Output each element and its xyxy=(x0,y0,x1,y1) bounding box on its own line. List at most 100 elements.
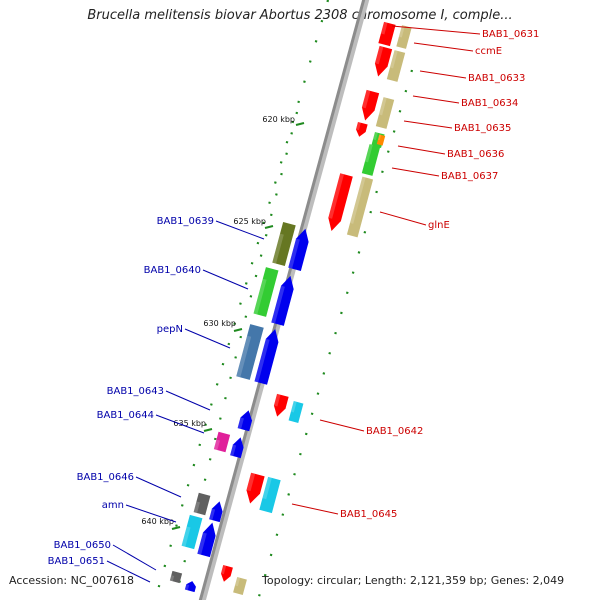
forward-gene-label-7: BAB1_0637 xyxy=(441,171,498,182)
reverse-leader-7 xyxy=(125,504,177,523)
forward-gene-13-body xyxy=(273,393,289,417)
reverse-gene-3 xyxy=(253,267,279,317)
forward-gene-10-highlight xyxy=(364,144,373,163)
forward-gene-12 xyxy=(346,176,374,238)
reverse-gene-3-highlight xyxy=(253,278,267,315)
reverse-gene-14-highlight xyxy=(169,575,175,582)
map-summary-text: Topology: circular; Length: 2,121,359 bp… xyxy=(262,574,565,587)
reverse-gene-4-body xyxy=(271,275,294,326)
forward-gene-5-highlight xyxy=(361,89,371,109)
forward-gene-6-highlight xyxy=(378,97,387,116)
reverse-gene-11 xyxy=(209,501,223,523)
reverse-leader-1 xyxy=(215,220,265,240)
reverse-leader-8 xyxy=(112,544,157,571)
forward-gene-3-highlight xyxy=(374,45,384,65)
forward-leader-9 xyxy=(319,419,365,432)
forward-gene-4-highlight xyxy=(389,50,398,69)
reverse-gene-10 xyxy=(193,492,211,516)
forward-gene-6 xyxy=(375,97,395,129)
forward-leader-4 xyxy=(412,95,460,104)
reverse-gene-14-body xyxy=(169,570,183,584)
forward-gene-3-body xyxy=(374,45,393,77)
reverse-gene-12-body xyxy=(181,514,203,550)
forward-gene-7-body xyxy=(355,121,368,137)
forward-gene-18-body xyxy=(233,576,247,596)
reverse-gene-11-body xyxy=(209,501,223,523)
reverse-gene-8 xyxy=(213,431,231,453)
reverse-leader-9 xyxy=(106,560,151,583)
forward-gene-10-body xyxy=(361,144,381,176)
forward-leader-3 xyxy=(419,70,467,79)
forward-gene-18 xyxy=(233,576,247,596)
reverse-gene-11-highlight xyxy=(209,508,216,521)
forward-gene-2 xyxy=(396,25,412,49)
scale-tick-1 xyxy=(295,122,305,126)
reverse-gene-label-1: BAB1_0639 xyxy=(157,216,214,227)
reverse-gene-15-body xyxy=(184,581,196,593)
reverse-leader-3 xyxy=(184,328,231,349)
forward-leader-10 xyxy=(291,503,339,515)
reverse-gene-label-2: BAB1_0640 xyxy=(144,265,201,276)
reverse-gene-12 xyxy=(181,514,203,550)
reverse-gene-4 xyxy=(271,275,294,326)
forward-gene-4-body xyxy=(386,50,406,82)
forward-gene-label-9: BAB1_0642 xyxy=(366,426,423,437)
forward-gene-16-body xyxy=(259,476,281,514)
forward-gene-11 xyxy=(328,173,353,232)
forward-leader-7 xyxy=(391,167,440,177)
map-title: Brucella melitensis biovar Abortus 2308 … xyxy=(87,8,513,23)
reverse-gene-14 xyxy=(169,570,183,584)
forward-gene-9 xyxy=(376,134,386,146)
forward-gene-16-highlight xyxy=(262,476,272,500)
forward-gene-17-body xyxy=(220,564,233,582)
forward-gene-label-1: BAB1_0631 xyxy=(482,29,539,40)
forward-gene-1-body xyxy=(378,21,396,47)
forward-gene-4 xyxy=(386,50,406,82)
reverse-leader-5 xyxy=(155,414,205,434)
reverse-gene-label-5: BAB1_0644 xyxy=(97,410,154,421)
reverse-gene-1 xyxy=(272,222,296,266)
reverse-gene-2-body xyxy=(288,228,309,271)
forward-gene-label-5: BAB1_0635 xyxy=(454,123,511,134)
reverse-gene-13-highlight xyxy=(197,532,207,555)
forward-gene-15-highlight xyxy=(246,472,256,492)
forward-gene-label-10: BAB1_0645 xyxy=(340,509,397,520)
scale-tick-5 xyxy=(171,526,181,530)
forward-gene-8-highlight xyxy=(372,131,378,141)
reverse-gene-15 xyxy=(184,581,196,593)
reverse-gene-13-body xyxy=(197,522,216,558)
forward-gene-17 xyxy=(220,564,233,582)
forward-gene-5-body xyxy=(361,89,380,121)
reverse-gene-8-body xyxy=(213,431,231,453)
forward-gene-1-highlight xyxy=(380,21,388,35)
reverse-gene-8-highlight xyxy=(213,439,220,451)
reverse-gene-label-9: BAB1_0651 xyxy=(48,556,105,567)
reverse-gene-15-highlight xyxy=(184,584,190,591)
reverse-leader-4 xyxy=(165,390,211,411)
forward-gene-3 xyxy=(374,45,393,77)
forward-gene-7-highlight xyxy=(355,121,361,131)
forward-leader-8 xyxy=(379,211,427,226)
forward-gene-12-highlight xyxy=(350,176,366,224)
guide-track-3 xyxy=(256,69,414,600)
forward-leader-1 xyxy=(391,25,481,35)
forward-leader-6 xyxy=(397,145,446,155)
reverse-gene-1-highlight xyxy=(272,233,284,264)
forward-gene-13-highlight xyxy=(273,393,281,407)
reverse-gene-9-highlight xyxy=(230,444,237,457)
accession-text: Accession: NC_007618 xyxy=(9,574,135,587)
forward-gene-11-body xyxy=(328,173,353,232)
reverse-gene-10-highlight xyxy=(193,501,200,514)
reverse-gene-13 xyxy=(197,522,216,558)
forward-gene-label-8: glnE xyxy=(428,220,450,231)
scale-tick-3 xyxy=(233,328,243,332)
scale-tick-label-5: 640 kbp xyxy=(141,517,174,526)
forward-gene-15-body xyxy=(246,472,265,504)
reverse-gene-3-body xyxy=(253,267,279,317)
guide-track-1 xyxy=(153,0,330,600)
forward-gene-6-body xyxy=(375,97,395,129)
forward-gene-1 xyxy=(378,21,396,47)
reverse-gene-label-4: BAB1_0643 xyxy=(107,386,164,397)
forward-gene-17-highlight xyxy=(220,564,227,575)
